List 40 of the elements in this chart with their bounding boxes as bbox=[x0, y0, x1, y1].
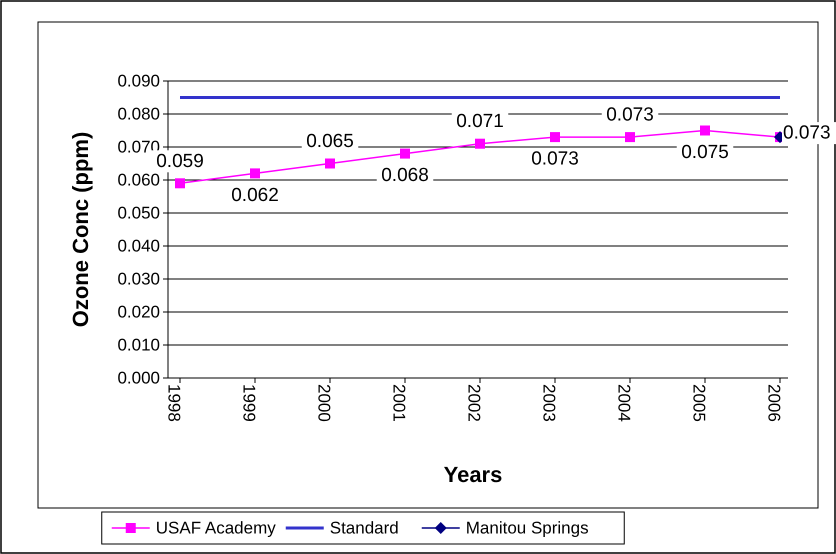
x-tick-label: 2006 bbox=[764, 384, 784, 422]
text: 0.030 bbox=[117, 270, 160, 288]
legend-label: USAF Academy bbox=[156, 518, 276, 538]
x-tick-label: 1998 bbox=[164, 384, 184, 422]
data-label: 0.062 bbox=[231, 184, 279, 206]
y-axis-title: Ozone Conc (ppm) bbox=[68, 132, 93, 328]
legend-label: Standard bbox=[330, 518, 399, 538]
text: 0.060 bbox=[117, 170, 160, 190]
x-tick-label: 1999 bbox=[240, 384, 258, 422]
text: 0.080 bbox=[117, 104, 160, 124]
x-axis-title: Years bbox=[444, 462, 502, 487]
point bbox=[700, 126, 710, 136]
text: 0.040 bbox=[117, 236, 160, 256]
point bbox=[625, 132, 635, 142]
data-label: 0.065 bbox=[306, 131, 354, 152]
text: 0.020 bbox=[117, 302, 160, 322]
text: 0.000 bbox=[117, 368, 160, 388]
x-tick-label: 2005 bbox=[690, 384, 708, 422]
point bbox=[400, 148, 410, 159]
x-tick-label: 2001 bbox=[390, 384, 408, 422]
data-label: 0.073 bbox=[783, 122, 831, 144]
text: 0.010 bbox=[117, 336, 160, 354]
point bbox=[475, 138, 485, 149]
point bbox=[175, 178, 185, 188]
x-tick-label: 2002 bbox=[464, 384, 484, 422]
data-label: 0.068 bbox=[381, 165, 429, 186]
point bbox=[250, 168, 260, 178]
x-tick-label: 2004 bbox=[614, 384, 634, 422]
x-tick-label: 2000 bbox=[314, 384, 334, 422]
legend-label: Manitou Springs bbox=[466, 518, 589, 538]
data-label: 0.075 bbox=[681, 142, 729, 163]
text: 0.050 bbox=[117, 204, 160, 222]
data-label: 0.073 bbox=[531, 148, 579, 170]
point bbox=[325, 158, 335, 168]
x-tick-label: 2003 bbox=[540, 384, 558, 422]
text: 0.090 bbox=[117, 72, 160, 90]
point bbox=[550, 132, 560, 142]
data-label: 0.071 bbox=[456, 111, 504, 132]
data-label: 0.073 bbox=[606, 104, 654, 126]
data-label: 0.059 bbox=[156, 150, 204, 172]
